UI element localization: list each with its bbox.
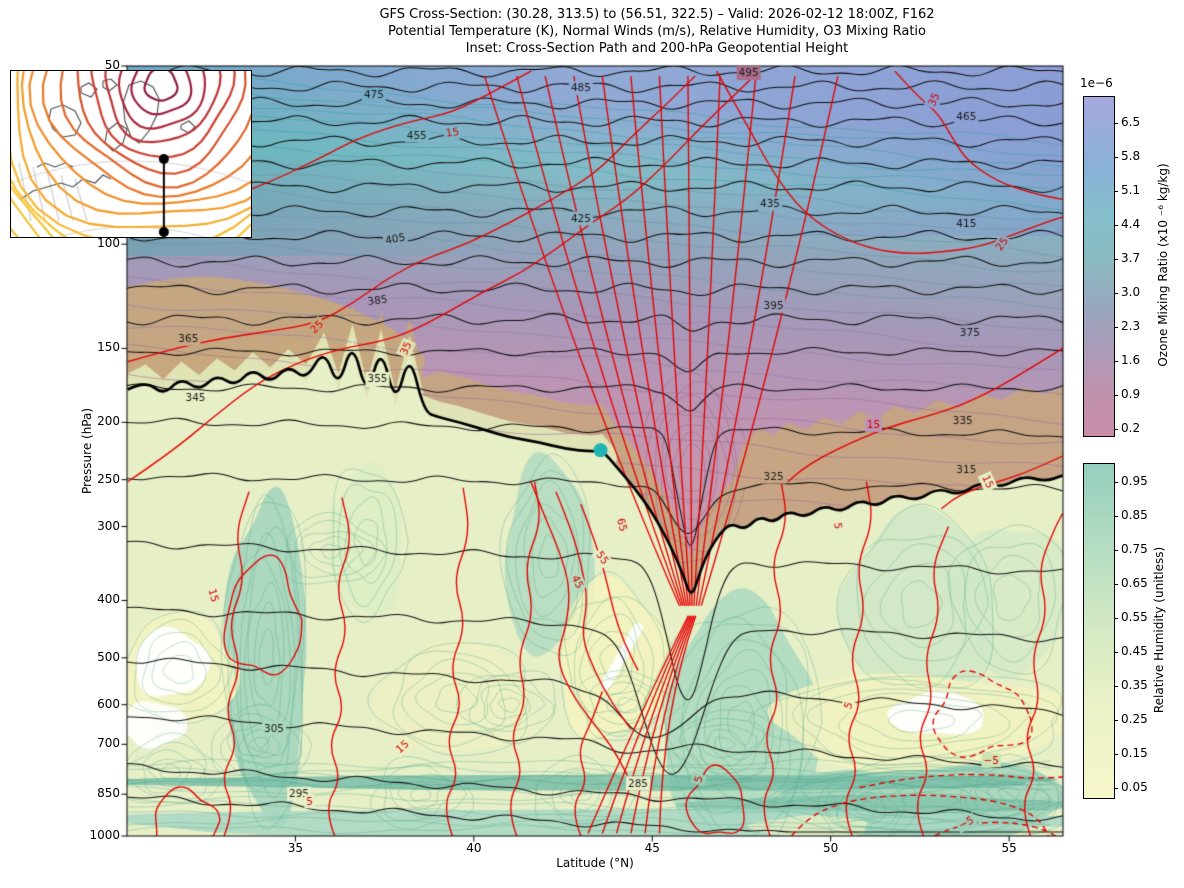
ozone-cb-tick-2.3: 2.3 [1121,318,1141,333]
ozone-cb-tick-3: 3.0 [1121,284,1141,299]
rh-cb-tick-0.75: 0.75 [1121,541,1148,556]
colorbar-tick-mark [1114,258,1118,260]
y-tick-label-100: 100 [97,236,120,251]
rh-cb-tick-0.45: 0.45 [1121,643,1148,658]
colorbar-tick-mark [1114,190,1118,192]
y-axis-label: Pressure (hPa) [80,407,94,495]
colorbar-tick-mark [1114,617,1118,619]
colorbar-tick-mark [1114,651,1118,653]
colorbar-tick-mark [1114,719,1118,721]
colorbar-tick-mark [1114,685,1118,687]
ozone-cb-tick-1.6: 1.6 [1121,352,1141,367]
colorbar-tick-mark [1114,753,1118,755]
rh-cb-tick-0.15: 0.15 [1121,745,1148,760]
y-tick-label-300: 300 [97,518,120,533]
ozone-cb-tick-5.1: 5.1 [1121,182,1141,197]
ozone-colorbar [1083,96,1115,437]
rh-cb-tick-0.35: 0.35 [1121,677,1148,692]
colorbar-tick-mark [1114,156,1118,158]
rh-colorbar-title: Relative Humidity (unitless) [1152,546,1166,714]
inset-map-canvas [10,70,252,238]
colorbar-tick-mark [1114,360,1118,362]
rh-cb-tick-0.05: 0.05 [1121,779,1148,794]
x-tick-label-55: 55 [1001,841,1017,855]
y-tick-label-400: 400 [97,592,120,607]
colorbar-tick-mark [1114,583,1118,585]
ozone-cb-tick-5.8: 5.8 [1121,148,1141,163]
rh-cb-tick-0.65: 0.65 [1121,575,1148,590]
y-tick-label-150: 150 [97,340,120,355]
colorbar-tick-mark [1114,123,1118,124]
rh-cb-tick-0.25: 0.25 [1121,711,1148,726]
colorbar-tick-mark [1114,515,1118,517]
ozone-cb-tick-3.7: 3.7 [1121,250,1141,265]
ozone-cb-tick-0.9: 0.9 [1121,386,1141,401]
rh-cb-tick-0.55: 0.55 [1121,609,1148,624]
x-tick-label-40: 40 [466,841,482,855]
colorbar-tick-mark [1114,292,1118,294]
rh-cb-tick-0.95: 0.95 [1121,473,1148,488]
rh-colorbar [1083,463,1115,799]
colorbar-tick-mark [1114,394,1118,396]
colorbar-tick-mark [1114,787,1118,789]
y-tick-label-50: 50 [104,58,120,72]
y-tick-label-700: 700 [97,736,120,751]
ozone-colorbar-title: Ozone Mixing Ratio (x10 ⁻⁶ kg/kg) [1156,163,1170,367]
colorbar-tick-mark [1114,549,1118,551]
ozone-cb-tick-4.4: 4.4 [1121,216,1141,231]
colorbar-tick-mark [1114,481,1118,483]
x-tick-label-45: 45 [644,841,660,855]
y-tick-label-250: 250 [97,471,120,486]
y-tick-label-850: 850 [97,786,120,801]
y-tick-label-200: 200 [97,414,120,429]
y-tick-label-600: 600 [97,696,120,711]
colorbar-tick-mark [1114,326,1118,328]
x-tick-label-35: 35 [287,841,304,855]
colorbar-tick-mark [1114,224,1118,226]
ozone-cb-tick-0.2: 0.2 [1121,420,1141,435]
colorbar-tick-mark [1114,428,1118,430]
rh-cb-tick-0.85: 0.85 [1121,507,1148,522]
x-tick-label-50: 50 [823,841,839,855]
ozone-colorbar-offset-label: 1e−6 [1080,76,1113,90]
ozone-cb-tick-6.5: 6.5 [1121,115,1141,129]
x-axis-label: Latitude (°N) [556,856,634,870]
y-tick-label-500: 500 [97,649,120,664]
y-tick-label-1000: 1000 [89,828,120,842]
